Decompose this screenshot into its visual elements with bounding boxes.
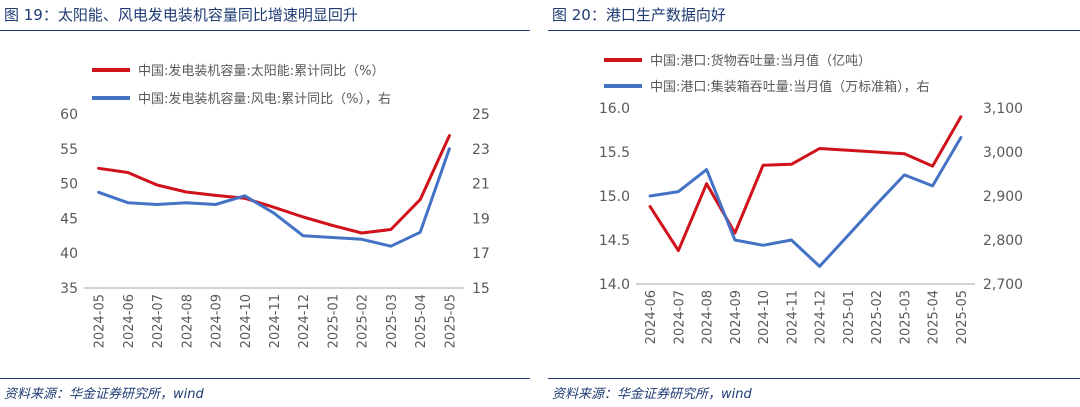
right-y-right-tick-3: 3,000 xyxy=(983,145,1023,161)
right-y-left-tick-4: 16.0 xyxy=(599,101,630,117)
right-x-tick-10: 2025-04 xyxy=(927,290,942,344)
right-series-line-1 xyxy=(648,136,963,268)
right-x-tick-8: 2025-02 xyxy=(870,290,885,344)
left-x-tick-9: 2025-02 xyxy=(356,294,371,348)
chart-panel-right: 图 20：港口生产数据向好 中国:港口:货物吞吐量:当月值（亿吨） 中国:港口:集… xyxy=(548,0,1080,407)
left-y-right-tick-1: 17 xyxy=(472,246,490,262)
left-legend-label-0: 中国:发电装机容量:太阳能:累计同比（%） xyxy=(138,63,385,79)
right-x-tick-11: 2025-05 xyxy=(955,290,970,344)
left-y-left-tick-3: 50 xyxy=(60,177,78,193)
right-x-tick-9: 2025-03 xyxy=(898,290,913,344)
right-y-left-tick-2: 15.0 xyxy=(599,189,630,205)
chart-right: 中国:港口:货物吞吐量:当月值（亿吨） 中国:港口:集装箱吞吐量:当月值（万标准箱… xyxy=(599,53,1023,344)
left-x-tick-12: 2025-05 xyxy=(443,294,458,348)
left-y-left-tick-4: 55 xyxy=(60,142,78,158)
right-x-tick-3: 2024-09 xyxy=(729,290,744,344)
title-rule-left xyxy=(0,30,530,31)
left-x-tick-1: 2024-06 xyxy=(122,294,137,348)
left-x-tick-5: 2024-10 xyxy=(239,294,254,348)
right-series-line-0 xyxy=(648,115,963,253)
left-y-right-tick-0: 15 xyxy=(472,281,490,297)
left-x-tick-7: 2024-12 xyxy=(297,294,312,348)
left-series-line-0 xyxy=(97,134,451,235)
right-legend-label-0: 中国:港口:货物吞吐量:当月值（亿吨） xyxy=(650,53,871,69)
left-y-left-tick-5: 60 xyxy=(60,107,78,123)
right-y-left-tick-3: 15.5 xyxy=(599,145,630,161)
left-y-right-tick-4: 23 xyxy=(472,142,490,158)
left-x-tick-0: 2024-05 xyxy=(93,294,108,348)
left-x-tick-8: 2025-01 xyxy=(326,294,341,348)
right-y-left-tick-1: 14.5 xyxy=(599,233,630,249)
source-note-right: 资料来源：华金证券研究所，wind xyxy=(552,387,752,402)
chart-title-left: 图 19：太阳能、风电发电装机容量同比增速明显回升 xyxy=(4,6,358,24)
right-x-tick-7: 2025-01 xyxy=(842,290,857,344)
right-x-tick-0: 2024-06 xyxy=(644,290,659,344)
right-x-tick-1: 2024-07 xyxy=(672,290,687,344)
right-y-left-tick-0: 14.0 xyxy=(599,277,630,293)
left-x-tick-11: 2025-04 xyxy=(414,294,429,348)
left-x-tick-3: 2024-08 xyxy=(180,294,195,348)
source-rule-left xyxy=(0,378,530,379)
left-legend-label-1: 中国:发电装机容量:风电:累计同比（%），右 xyxy=(138,91,391,107)
left-x-tick-6: 2024-11 xyxy=(268,294,283,348)
title-rule-right xyxy=(548,30,1080,31)
right-legend-label-1: 中国:港口:集装箱吞吐量:当月值（万标准箱），右 xyxy=(650,79,930,95)
source-rule-right xyxy=(548,378,1080,379)
source-note-left: 资料来源：华金证券研究所，wind xyxy=(4,387,204,402)
left-y-right-tick-3: 21 xyxy=(472,177,490,193)
right-y-right-tick-0: 2,700 xyxy=(983,277,1023,293)
left-y-left-tick-1: 40 xyxy=(60,246,78,262)
right-y-right-tick-4: 3,100 xyxy=(983,101,1023,117)
left-y-right-tick-5: 25 xyxy=(472,107,490,123)
left-y-left-tick-0: 35 xyxy=(60,281,78,297)
left-y-right-tick-2: 19 xyxy=(472,211,490,227)
chart-title-right: 图 20：港口生产数据向好 xyxy=(552,6,726,24)
right-x-tick-5: 2024-11 xyxy=(785,290,800,344)
left-x-tick-10: 2025-03 xyxy=(385,294,400,348)
right-y-right-tick-2: 2,900 xyxy=(983,189,1023,205)
right-x-tick-6: 2024-12 xyxy=(814,290,829,344)
left-series-line-1 xyxy=(97,147,451,248)
right-x-tick-2: 2024-08 xyxy=(701,290,716,344)
chart-panel-left: 图 19：太阳能、风电发电装机容量同比增速明显回升 中国:发电装机容量:太阳能:… xyxy=(0,0,530,407)
left-x-tick-2: 2024-07 xyxy=(151,294,166,348)
left-x-tick-4: 2024-09 xyxy=(210,294,225,348)
left-y-left-tick-2: 45 xyxy=(60,211,78,227)
chart-left: 中国:发电装机容量:太阳能:累计同比（%） 中国:发电装机容量:风电:累计同比（%… xyxy=(60,63,490,348)
right-y-right-tick-1: 2,800 xyxy=(983,233,1023,249)
right-x-tick-4: 2024-10 xyxy=(757,290,772,344)
